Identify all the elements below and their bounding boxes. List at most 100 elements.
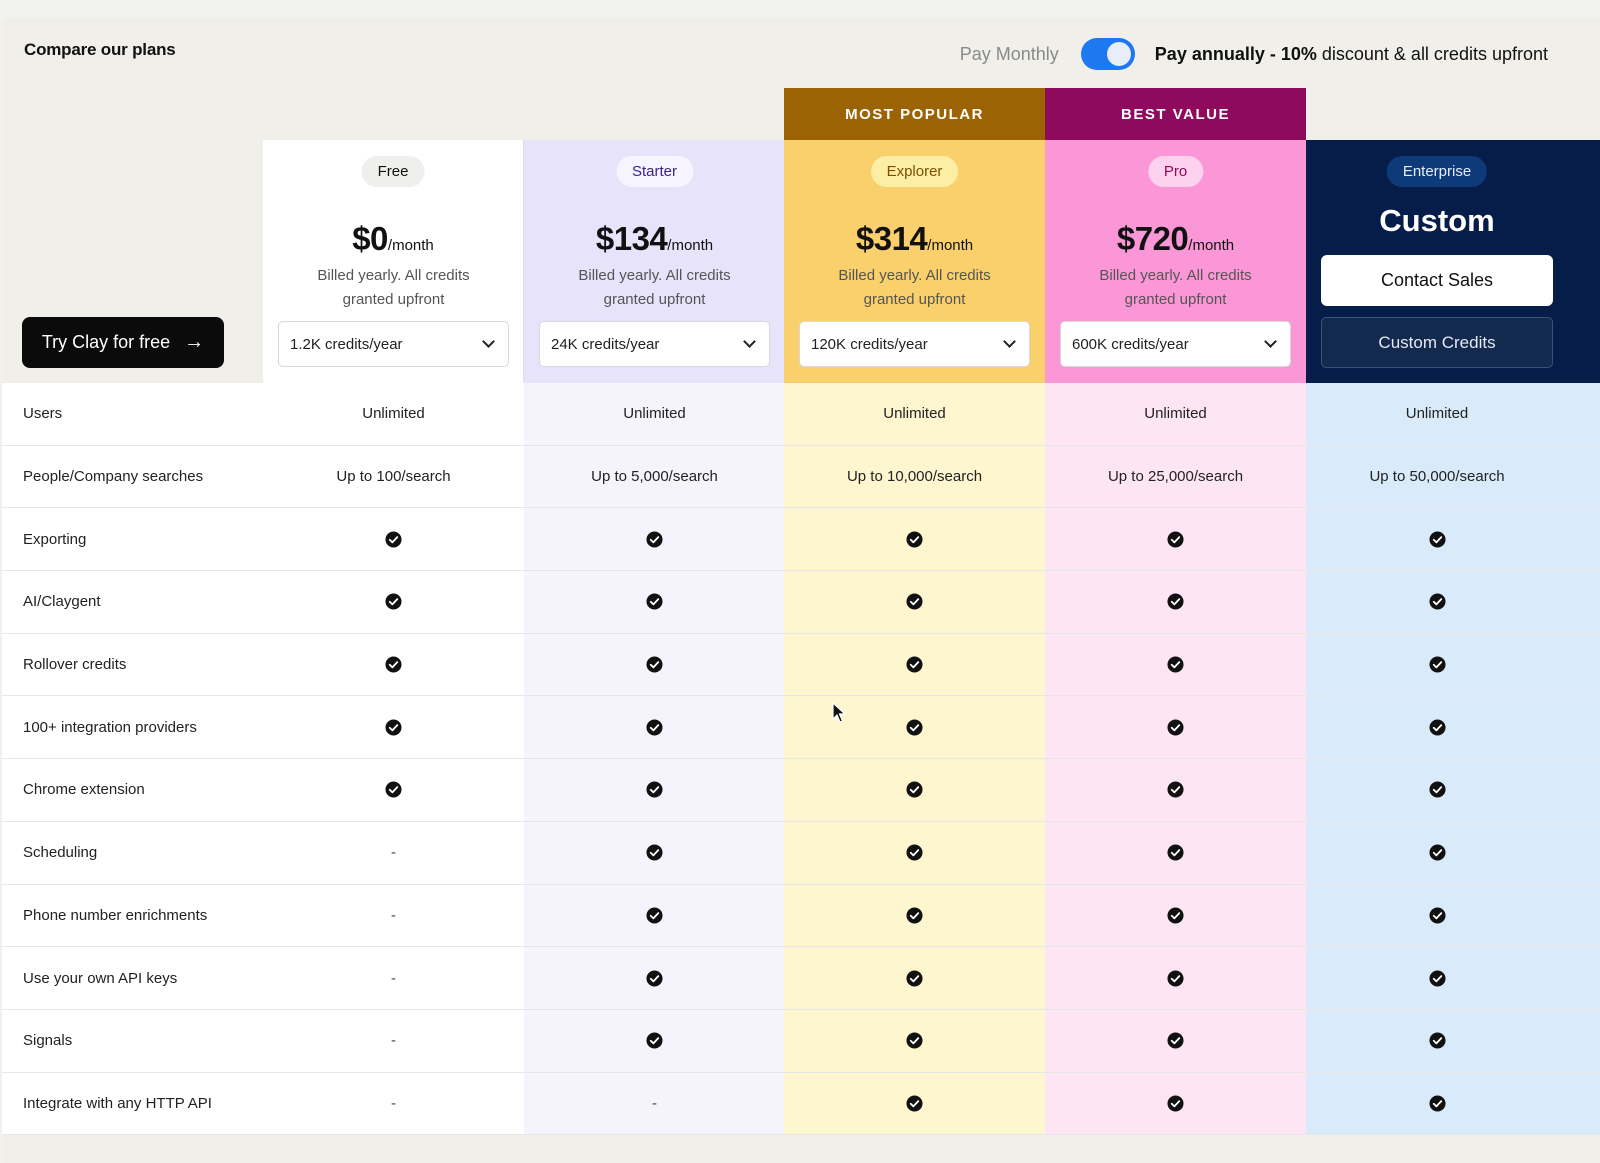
check-circle-icon: [646, 844, 663, 861]
mouse-cursor-icon: [832, 702, 846, 723]
feature-value: Up to 50,000/search: [1369, 468, 1505, 486]
check-circle-icon: [385, 531, 402, 548]
feature-table: Users Unlimited Unlimited Unlimited Unlimite…: [2, 383, 1600, 1136]
pay-annually-rest: discount & all credits upfront: [1316, 43, 1548, 64]
feature-name: Exporting: [23, 530, 87, 548]
check-icon: [524, 759, 785, 821]
cell-bg: [1306, 445, 1600, 508]
check-icon: [784, 696, 1045, 758]
plan-name-pill: Enterprise: [1386, 156, 1488, 187]
best-value-badge: BEST VALUE: [1045, 88, 1306, 140]
check-circle-icon: [906, 593, 923, 610]
check-icon: [784, 759, 1045, 821]
table-row: AI/Claygent: [2, 571, 1600, 634]
check-circle-icon: [646, 907, 663, 924]
check-circle-icon: [906, 719, 923, 736]
check-circle-icon: [1167, 907, 1184, 924]
credits-select[interactable]: 1.2K credits/year: [278, 321, 509, 367]
check-circle-icon: [1167, 970, 1184, 987]
price-period: /month: [667, 237, 714, 254]
row-bg-label: [2, 633, 263, 696]
check-circle-icon: [385, 593, 402, 610]
check-icon: [524, 571, 785, 633]
feature-name: Scheduling: [23, 844, 98, 862]
price-period: /month: [927, 237, 974, 254]
check-circle-icon: [1167, 1095, 1184, 1112]
check-icon: [784, 947, 1045, 1009]
chevron-down-icon: [1003, 335, 1016, 348]
check-icon: [1045, 571, 1306, 633]
check-circle-icon: [1428, 907, 1446, 924]
feature-name: AI/Claygent: [23, 593, 101, 611]
check-circle-icon: [1428, 593, 1446, 610]
check-icon: [263, 508, 524, 570]
cell-bg: [1306, 1009, 1600, 1072]
chevron-down-icon: [482, 335, 495, 348]
check-circle-icon: [1428, 781, 1446, 798]
feature-name: People/Company searches: [23, 468, 204, 486]
check-icon: [784, 822, 1045, 884]
credits-value: 600K credits/year: [1072, 335, 1189, 353]
billing-toggle-switch[interactable]: [1080, 38, 1135, 70]
plan-column-starter: Starter $134/month Billed yearly. All cr…: [524, 140, 785, 383]
feature-value: Unlimited: [362, 405, 425, 423]
pay-annually-label[interactable]: Pay annually - 10% discount & all credit…: [1155, 44, 1548, 65]
check-circle-icon: [906, 531, 923, 548]
check-circle-icon: [646, 970, 663, 987]
cell-bg: [263, 821, 524, 884]
most-popular-badge: MOST POPULAR: [784, 88, 1045, 140]
try-button-label: Try Clay for free: [41, 332, 171, 352]
row-bg-label: [2, 821, 263, 884]
price-period: /month: [387, 237, 434, 254]
check-icon: [1306, 822, 1568, 884]
check-icon: [784, 634, 1045, 696]
credits-value: 120K credits/year: [811, 335, 928, 353]
check-icon: [1045, 696, 1306, 758]
feature-name: 100+ integration providers: [23, 718, 197, 736]
table-row: Chrome extension: [2, 759, 1600, 822]
check-circle-icon: [1428, 656, 1446, 673]
top-strip: [0, 0, 1600, 18]
cell-bg: [1306, 571, 1600, 633]
check-icon: [784, 885, 1045, 947]
check-circle-icon: [906, 656, 923, 673]
pay-monthly-label[interactable]: Pay Monthly: [959, 43, 1059, 64]
check-circle-icon: [1428, 1095, 1446, 1112]
cell-bg: [1306, 821, 1600, 884]
check-circle-icon: [646, 719, 663, 736]
credits-select[interactable]: 600K credits/year: [1060, 321, 1291, 367]
contact-sales-button[interactable]: Contact Sales: [1321, 255, 1553, 306]
cell-bg: [1306, 508, 1600, 571]
check-icon: [1306, 1010, 1568, 1072]
not-included-dash: -: [391, 1094, 396, 1112]
cell-bg: [1306, 759, 1600, 821]
cell-bg: [524, 383, 785, 445]
cell-bg: [263, 884, 524, 947]
credits-value: 1.2K credits/year: [290, 335, 403, 353]
feature-name: Integrate with any HTTP API: [23, 1094, 212, 1112]
check-circle-icon: [1428, 844, 1446, 861]
billing-note: Billed yearly. All credits granted upfro…: [317, 267, 470, 308]
custom-credits-button[interactable]: Custom Credits: [1321, 317, 1553, 368]
check-circle-icon: [646, 1032, 663, 1049]
check-circle-icon: [906, 844, 923, 861]
feature-name: Chrome extension: [23, 781, 145, 799]
check-icon: [1045, 947, 1306, 1009]
try-clay-free-button[interactable]: Try Clay for free →: [22, 317, 224, 368]
check-circle-icon: [1428, 970, 1446, 987]
check-circle-icon: [1167, 719, 1184, 736]
credits-select[interactable]: 24K credits/year: [539, 321, 770, 367]
plan-name-pill: Pro: [1147, 156, 1204, 187]
feature-name: Rollover credits: [23, 656, 127, 674]
billing-note: Billed yearly. All credits granted upfro…: [578, 267, 731, 308]
cell-bg: [1306, 696, 1600, 759]
check-icon: [1306, 696, 1568, 758]
check-icon: [263, 634, 524, 696]
feature-value: Unlimited: [1144, 405, 1207, 423]
table-row: Use your own API keys -: [2, 947, 1600, 1010]
row-bg-label: [2, 445, 263, 508]
plan-price: $0/month: [263, 220, 523, 258]
credits-select[interactable]: 120K credits/year: [799, 321, 1030, 367]
check-icon: [524, 885, 785, 947]
section-title: Compare our plans: [24, 40, 176, 59]
